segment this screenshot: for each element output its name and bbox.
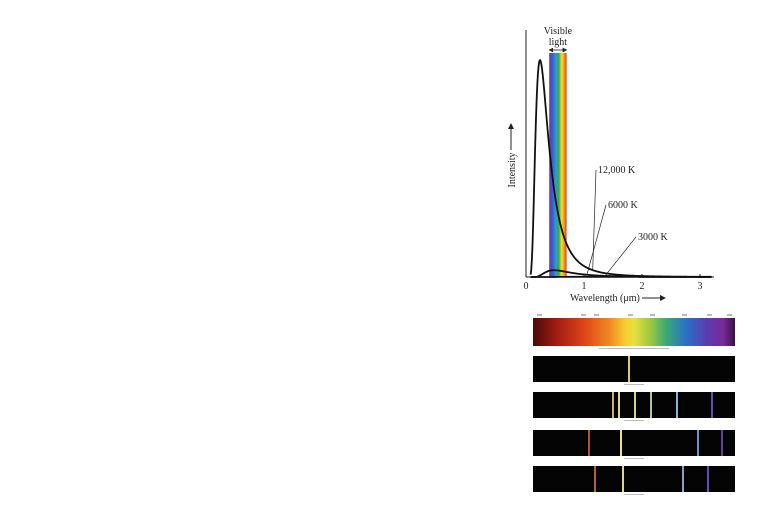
curve-label-3000k: 3000 K bbox=[638, 232, 669, 243]
scale-tick bbox=[726, 314, 732, 316]
spectral-line bbox=[621, 466, 624, 492]
visible-light-label: Visible bbox=[544, 26, 573, 37]
scale-tick bbox=[627, 314, 633, 316]
spectrum-caption bbox=[533, 420, 735, 423]
x-tick-label-2: 2 bbox=[640, 281, 645, 292]
curve-label-12000k: 12,000 K bbox=[598, 165, 636, 176]
spectral-line bbox=[587, 430, 590, 456]
x-tick-label-0: 0 bbox=[524, 281, 529, 292]
visible-light-label-line2: light bbox=[549, 37, 568, 48]
scale-tick bbox=[650, 314, 656, 316]
spectral-line bbox=[710, 392, 713, 418]
spectral-line bbox=[593, 466, 596, 492]
x-axis-label: Wavelength (μm) bbox=[570, 293, 640, 304]
continuous-spectrum bbox=[533, 318, 735, 346]
spectral-line bbox=[706, 466, 709, 492]
spectral-line bbox=[619, 430, 622, 456]
spectral-line bbox=[676, 392, 679, 418]
spectrum-scale bbox=[533, 313, 735, 318]
blackbody-chart: 0 1 2 3 Visible light Intensity Wavelength … bbox=[507, 26, 714, 304]
spectral-line bbox=[650, 392, 653, 418]
curve-labels: 12,000 K 6000 K 3000 K bbox=[586, 165, 669, 278]
spectral-line bbox=[720, 430, 723, 456]
spectrum-caption bbox=[533, 458, 735, 461]
curve-label-6000k: 6000 K bbox=[608, 200, 639, 211]
scale-tick bbox=[581, 314, 587, 316]
emission-spectrum-2 bbox=[533, 392, 735, 418]
scale-tick bbox=[682, 314, 688, 316]
spectrum-caption bbox=[533, 348, 735, 351]
scale-tick bbox=[537, 314, 543, 316]
emission-spectrum-1 bbox=[533, 356, 735, 382]
curve-label-leader-0 bbox=[592, 169, 597, 271]
spectral-line bbox=[617, 392, 620, 418]
x-tick-label-3: 3 bbox=[698, 281, 703, 292]
spectral-line bbox=[611, 392, 614, 418]
emission-spectrum-3 bbox=[533, 430, 735, 456]
visible-light-band bbox=[549, 53, 567, 277]
spectrum-caption bbox=[533, 494, 735, 497]
scale-tick bbox=[593, 314, 599, 316]
spectral-line bbox=[696, 430, 699, 456]
spectrum-caption bbox=[533, 384, 735, 387]
scale-tick bbox=[706, 314, 712, 316]
curve-label-leader-1 bbox=[586, 204, 607, 275]
spectral-line bbox=[627, 356, 630, 382]
spectral-line bbox=[682, 466, 685, 492]
curve-label-leader-2 bbox=[604, 236, 637, 278]
curves bbox=[529, 59, 712, 278]
spectral-line bbox=[634, 392, 636, 418]
emission-spectrum-4 bbox=[533, 466, 735, 492]
x-tick-label-1: 1 bbox=[582, 281, 587, 292]
y-axis-label: Intensity bbox=[507, 153, 518, 188]
